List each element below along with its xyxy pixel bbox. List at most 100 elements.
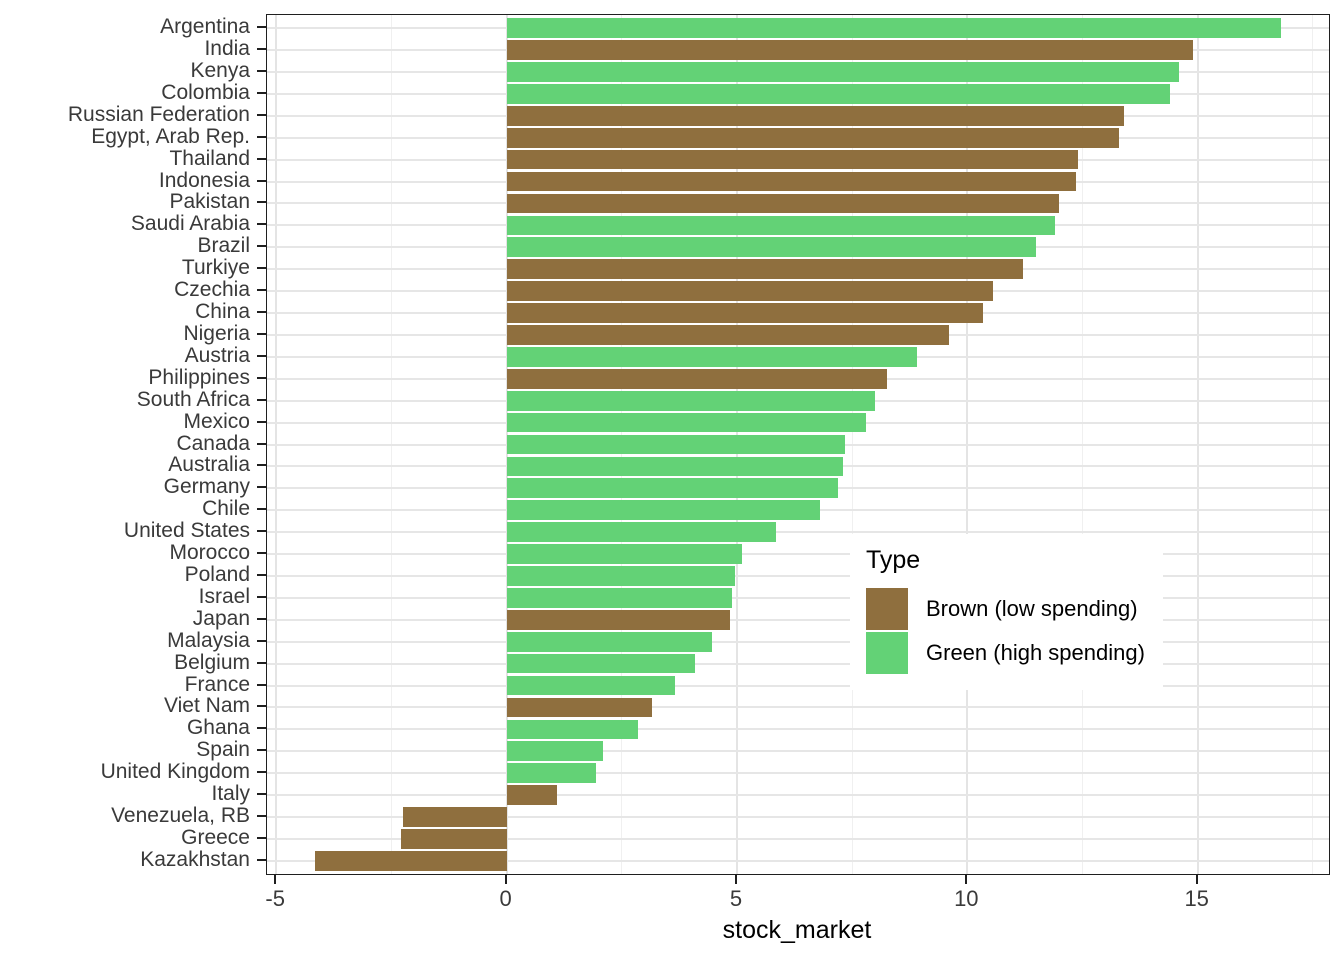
y-axis-label: Israel [198, 584, 250, 608]
bar [506, 412, 866, 433]
row-gridline [267, 750, 1329, 753]
y-axis-label: Italy [211, 782, 250, 806]
y-tick [257, 683, 266, 686]
y-axis-label: Thailand [169, 146, 250, 170]
y-axis-label: Viet Nam [164, 694, 250, 718]
y-axis-label: Ghana [186, 716, 250, 740]
y-axis-label: China [195, 300, 250, 324]
legend: Type Brown (low spending) Green (high spe… [850, 534, 1163, 690]
legend-swatch [866, 632, 908, 674]
row-gridline [267, 596, 1329, 599]
y-axis-label: Canada [176, 431, 250, 455]
y-tick [257, 91, 266, 94]
x-tick [734, 874, 737, 884]
y-tick [257, 464, 266, 467]
y-tick [257, 376, 266, 379]
bar [506, 500, 820, 521]
y-tick [257, 26, 266, 29]
y-tick [257, 113, 266, 116]
y-tick [257, 179, 266, 182]
y-axis-label: Kenya [190, 58, 250, 82]
y-axis-label: Japan [192, 606, 250, 630]
bar [506, 215, 1055, 236]
y-axis-label: South Africa [136, 387, 250, 411]
y-axis-label: India [204, 37, 250, 61]
bar [506, 434, 846, 455]
bar [506, 259, 1023, 280]
legend-items: Brown (low spending) Green (high spending… [866, 588, 1145, 674]
legend-item: Brown (low spending) [866, 588, 1145, 630]
y-tick [257, 573, 266, 576]
bar [506, 281, 993, 301]
row-gridline [267, 794, 1329, 797]
y-tick [257, 836, 266, 839]
x-tick [965, 874, 968, 884]
y-axis-label: Austria [184, 343, 250, 367]
bar [506, 149, 1078, 170]
y-tick [257, 639, 266, 642]
bar [506, 544, 742, 564]
bar [506, 609, 731, 630]
y-tick [257, 311, 266, 314]
y-tick [257, 793, 266, 796]
bar [402, 807, 507, 827]
y-tick [257, 48, 266, 51]
y-tick [257, 771, 266, 774]
bar [506, 303, 984, 323]
y-axis-label: Indonesia [158, 168, 250, 192]
row-gridline [267, 684, 1329, 687]
x-axis-tick-label: 15 [1184, 886, 1209, 911]
y-axis-label: Russian Federation [67, 102, 250, 126]
bar [506, 105, 1124, 126]
row-gridline [267, 837, 1329, 840]
legend-title: Type [866, 546, 921, 574]
y-tick [257, 157, 266, 160]
y-tick [257, 267, 266, 270]
x-tick [274, 874, 277, 884]
bar [506, 368, 887, 389]
x-axis-title: stock_market [722, 916, 872, 944]
x-axis-tick-label: 0 [499, 886, 512, 911]
y-tick [257, 135, 266, 138]
row-gridline [267, 772, 1329, 775]
y-axis-label: Egypt, Arab Rep. [91, 124, 250, 148]
y-tick [257, 398, 266, 401]
plot-panel: Type Brown (low spending) Green (high spe… [266, 14, 1330, 875]
y-tick [257, 223, 266, 226]
y-axis-label: Colombia [161, 80, 250, 104]
bar [506, 237, 1037, 258]
y-axis-label: Nigeria [183, 321, 250, 345]
y-tick [257, 69, 266, 72]
row-gridline [267, 640, 1329, 643]
y-axis-label: Mexico [183, 409, 250, 433]
row-gridline [267, 531, 1329, 534]
row-gridline [267, 706, 1329, 709]
bar [506, 719, 638, 740]
bar [506, 127, 1120, 148]
y-axis-label: Poland [184, 562, 250, 586]
y-tick [257, 508, 266, 511]
y-axis-label: Australia [168, 453, 250, 477]
bar [506, 785, 558, 805]
bar [506, 325, 949, 345]
legend-swatch [866, 588, 908, 630]
row-gridline [267, 662, 1329, 665]
legend-item: Green (high spending) [866, 632, 1145, 674]
row-gridline [267, 816, 1329, 819]
y-axis-label: France [184, 672, 250, 696]
bar [506, 478, 839, 499]
bar [506, 588, 733, 608]
y-axis-label: Venezuela, RB [111, 804, 250, 828]
y-axis-label: Greece [181, 825, 250, 849]
x-axis-tick-label: -5 [265, 886, 285, 911]
y-axis-label: Czechia [174, 278, 250, 302]
x-tick [504, 874, 507, 884]
y-tick [257, 595, 266, 598]
bar [506, 697, 652, 718]
y-tick [257, 289, 266, 292]
y-tick [257, 332, 266, 335]
y-tick [257, 552, 266, 555]
bar [506, 763, 597, 784]
bar [506, 675, 675, 696]
row-gridline [267, 728, 1329, 731]
